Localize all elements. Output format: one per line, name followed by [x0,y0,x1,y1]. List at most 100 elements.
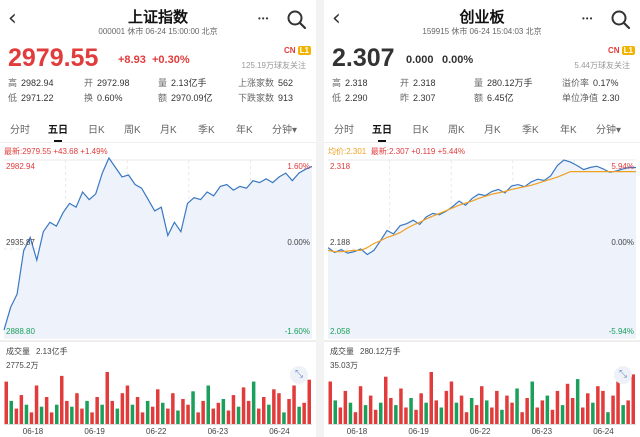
volume-bar [414,409,418,424]
axis-label-top-right: 1.60% [287,162,310,171]
expand-icon[interactable]: ⤡ [290,366,308,384]
tab-3[interactable]: 周K [124,125,141,136]
price-change-pct: 0.00% [442,54,474,66]
tab-6[interactable]: 年K [560,125,577,136]
volume-bar [297,406,301,424]
stat-key: 上涨家数 [238,78,275,88]
price-line [327,159,636,256]
volume-bar [363,405,368,424]
volume-bar [454,402,459,424]
tab-7[interactable]: 分钟▾ [272,125,298,136]
volume-bar [333,400,337,424]
volume-bar [4,381,8,424]
volume-bar [575,379,580,424]
stat-item: 量 280.12万手 [474,76,533,89]
back-icon[interactable]: ‹ [8,6,17,31]
search-icon[interactable] [610,9,632,31]
more-icon[interactable]: ••• [258,14,270,23]
volume-bar [394,405,398,424]
volume-bar [302,402,306,424]
volume-bar [80,408,84,424]
volume-bar [606,412,610,424]
stat-value: 2.30 [602,93,620,103]
volume-bar [14,408,19,424]
volume-bar [626,400,630,424]
volume-bar [75,393,79,424]
date-label: 06-24 [593,427,614,436]
tab-4[interactable]: 月K [160,125,177,136]
volume-bar [90,412,94,424]
volume-bar [272,389,276,424]
volume-bar [262,397,266,424]
price-change: +8.93 [118,54,146,66]
tab-2[interactable]: 日K [412,125,429,136]
axis-label-mid-right: 0.00% [611,238,634,247]
expand-icon[interactable]: ⤡ [614,366,632,384]
volume-bar [379,402,383,424]
volume-bar [267,404,271,424]
tab-1[interactable]: 五日 [372,121,392,142]
tab-5[interactable]: 季K [198,125,215,136]
tab-7[interactable]: 分钟▾ [596,125,622,136]
axis-label-bot-right: -1.60% [284,327,310,336]
period-tabs: 分时 五日 日K 周K 月K 季K 年K 分钟▾ [0,113,316,143]
volume-bar [176,410,180,424]
volume-bar [581,407,585,424]
stat-key: 换 [84,93,94,103]
tab-0[interactable]: 分时 [334,125,354,136]
stat-key: 开 [400,78,410,88]
volume-bar [464,412,469,424]
volume-bar [145,400,150,424]
date-label: 06-22 [470,427,491,436]
stat-item: 高 2982.94 [8,76,54,89]
volume-bar [555,390,560,424]
tab-4[interactable]: 月K [484,125,501,136]
stat-key: 单位净值 [562,93,599,103]
volume-bar [191,391,195,424]
price-change: 0.000 [406,54,434,66]
volume-bar [161,402,165,424]
volume-bar [409,398,413,424]
stat-key: 高 [8,78,18,88]
volume-bar [510,402,514,424]
volume-max: 2775.2万 [6,361,39,370]
volume-bar [236,406,241,424]
volume-bar [520,412,524,424]
chart-legend: 最新:2.307 +0.119 +5.44% [370,147,465,156]
axis-label-top-left: 2.318 [330,162,351,171]
stat-key: 下跌家数 [238,93,275,103]
volume-bar [358,386,363,424]
volume-bar [424,402,428,424]
axis-label-mid-right: 0.00% [287,238,310,247]
volume-bar [29,412,34,424]
more-icon[interactable]: ••• [582,14,594,23]
tab-0[interactable]: 分时 [10,125,30,136]
volume-bar [166,408,170,424]
back-icon[interactable]: ‹ [332,6,341,31]
volume-bar [540,400,545,424]
period-tabs: 分时 五日 日K 周K 月K 季K 年K 分钟▾ [324,113,640,143]
volume-bar [368,395,373,424]
volume-bar [150,406,155,424]
tab-2[interactable]: 日K [88,125,105,136]
tab-5[interactable]: 季K [522,125,539,136]
volume-bar [570,398,575,424]
stat-value: 0.17% [593,78,619,88]
volume-bar [70,406,74,424]
level-badge: L1 [297,46,311,55]
volume-bar [439,407,444,424]
stat-key: 额 [474,93,484,103]
volume-bar [241,387,246,424]
cn-badge: CN [284,46,296,55]
volume-bar [434,400,438,424]
axis-label-mid-left: 2.188 [330,238,351,247]
tab-6[interactable]: 年K [236,125,253,136]
volume-bar [125,385,130,424]
tab-1[interactable]: 五日 [48,121,68,142]
volume-bar [550,409,555,424]
search-icon[interactable] [286,9,308,31]
last-price: 2.307 [332,44,395,72]
stat-item: 高 2.318 [332,76,368,89]
avg-price-line [327,171,636,253]
tab-3[interactable]: 周K [448,125,465,136]
